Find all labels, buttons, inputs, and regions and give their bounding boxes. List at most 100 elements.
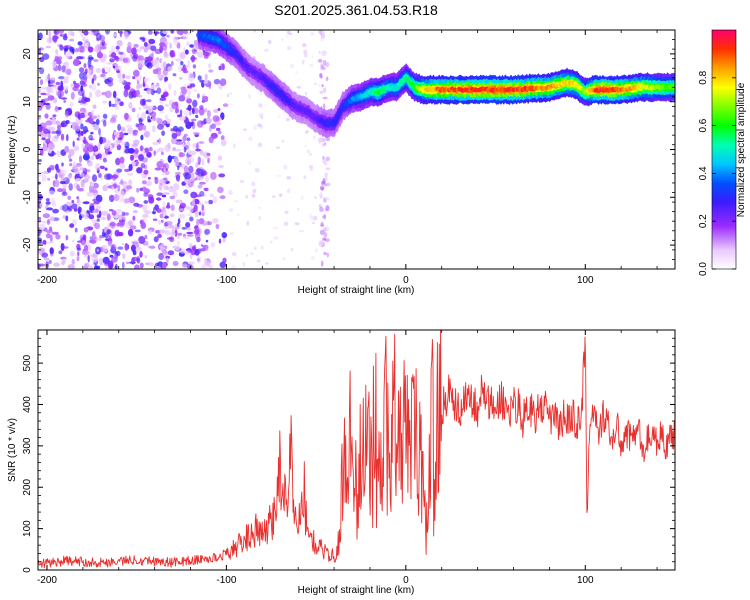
heatmap-noise-cell	[159, 213, 164, 219]
heatmap-noise-cell	[325, 156, 330, 162]
heatmap-noise-cell	[245, 254, 249, 257]
heatmap-noise-cell	[204, 73, 208, 81]
heatmap-noise-cell	[66, 134, 69, 142]
heatmap-noise-cell	[84, 97, 91, 103]
heatmap-noise-cell	[156, 192, 163, 196]
heatmap-noise-cell	[71, 239, 75, 243]
heatmap-noise-cell	[117, 184, 121, 192]
heatmap-noise-cell	[187, 89, 191, 97]
heatmap-noise-cell	[198, 202, 204, 206]
heatmap-noise-cell	[74, 178, 79, 183]
heatmap-noise-cell	[142, 204, 148, 213]
heatmap-noise-cell	[175, 199, 183, 204]
heatmap-noise-cell	[113, 131, 117, 136]
heatmap-noise-cell	[306, 149, 311, 154]
heatmap-noise-cell	[127, 41, 132, 49]
heatmap-noise-cell	[41, 137, 46, 141]
colorbar-tick-label: 0.2	[698, 214, 709, 228]
heatmap-noise-cell	[159, 245, 163, 248]
heatmap-noise-cell	[124, 168, 131, 172]
heatmap-noise-cell	[136, 187, 140, 193]
heatmap-noise-cell	[118, 220, 126, 226]
heatmap-noise-cell	[181, 67, 188, 72]
heatmap-noise-cell	[109, 58, 115, 63]
snr-y-tick-label: 300	[22, 437, 33, 454]
heatmap-noise-cell	[121, 211, 126, 217]
heatmap-noise-cell	[296, 207, 300, 211]
heatmap-noise-cell	[46, 229, 53, 234]
heatmap-noise-cell	[202, 95, 205, 103]
heatmap-noise-cell	[318, 137, 324, 142]
heatmap-noise-cell	[114, 254, 118, 261]
heatmap-noise-cell	[70, 91, 75, 100]
heatmap-noise-cell	[256, 259, 261, 263]
heatmap-noise-cell	[57, 56, 63, 61]
heatmap-noise-cell	[182, 142, 185, 149]
heatmap-noise-cell	[258, 142, 263, 148]
heatmap-noise-cell	[64, 145, 70, 153]
heatmap-noise-cell	[185, 157, 192, 165]
heatmap-noise-cell	[58, 76, 65, 80]
heatmap-noise-cell	[322, 215, 325, 219]
heatmap-noise-cell	[105, 30, 110, 35]
heatmap-noise-cell	[220, 135, 225, 141]
heatmap-noise-cell	[180, 61, 184, 66]
heatmap-noise-cell	[144, 150, 150, 154]
heatmap-noise-cell	[68, 183, 73, 191]
heatmap-noise-cell	[82, 130, 87, 135]
heatmap-noise-cell	[80, 123, 84, 130]
heatmap-noise-cell	[48, 260, 52, 264]
heatmap-noise-cell	[184, 172, 191, 181]
heatmap-noise-cell	[242, 261, 246, 267]
heatmap-noise-cell	[116, 222, 120, 227]
heatmap-noise-cell	[161, 172, 167, 176]
heatmap-noise-cell	[90, 131, 94, 135]
heatmap-noise-cell	[67, 195, 72, 200]
heatmap-noise-cell	[186, 41, 190, 47]
heatmap-noise-cell	[81, 142, 85, 150]
heatmap-noise-cell	[153, 150, 156, 156]
heatmap-noise-cell	[69, 102, 74, 107]
heatmap-noise-cell	[119, 156, 125, 164]
heatmap-noise-cell	[154, 265, 162, 269]
heatmap-noise-cell	[150, 45, 157, 52]
heatmap-noise-cell	[95, 43, 103, 52]
heatmap-noise-cell	[147, 244, 150, 249]
heatmap-noise-cell	[74, 247, 78, 250]
heatmap-noise-cell	[143, 192, 149, 197]
heatmap-noise-cell	[268, 39, 272, 45]
heatmap-noise-cell	[248, 162, 252, 165]
heatmap-noise-cell	[39, 79, 44, 86]
heatmap-noise-cell	[318, 84, 321, 87]
heatmap-noise-cell	[197, 184, 203, 189]
heatmap-noise-cell	[133, 69, 140, 77]
heatmap-noise-cell	[193, 229, 200, 235]
snr-y-tick-label: 200	[22, 478, 33, 495]
heatmap-noise-cell	[156, 208, 162, 213]
heatmap-noise-cell	[309, 167, 314, 172]
heatmap-noise-cell	[182, 34, 189, 41]
heatmap-noise-cell	[61, 204, 69, 212]
heatmap-noise-cell	[55, 120, 61, 125]
heatmap-noise-cell	[182, 263, 188, 268]
heatmap-noise-cell	[45, 45, 52, 49]
heatmap-noise-cell	[148, 196, 155, 204]
heatmap-noise-cell	[92, 74, 97, 81]
heatmap-noise-cell	[74, 125, 81, 132]
heatmap-noise-cell	[49, 247, 54, 255]
heatmap-noise-cell	[115, 263, 118, 269]
heatmap-noise-cell	[126, 185, 133, 190]
heatmap-noise-cell	[258, 103, 263, 108]
heatmap-noise-cell	[96, 51, 103, 59]
heatmap-noise-cell	[173, 90, 177, 96]
heatmap-noise-cell	[76, 184, 80, 191]
heatmap-noise-cell	[175, 174, 181, 182]
heatmap-noise-cell	[171, 137, 178, 145]
heatmap-noise-cell	[144, 234, 148, 240]
heatmap-noise-cell	[284, 210, 289, 215]
heatmap-noise-cell	[321, 84, 324, 87]
heatmap-noise-cell	[47, 73, 51, 81]
heatmap-noise-cell	[131, 47, 137, 55]
heatmap-noise-cell	[162, 192, 170, 195]
heatmap-noise-cell	[148, 38, 156, 45]
